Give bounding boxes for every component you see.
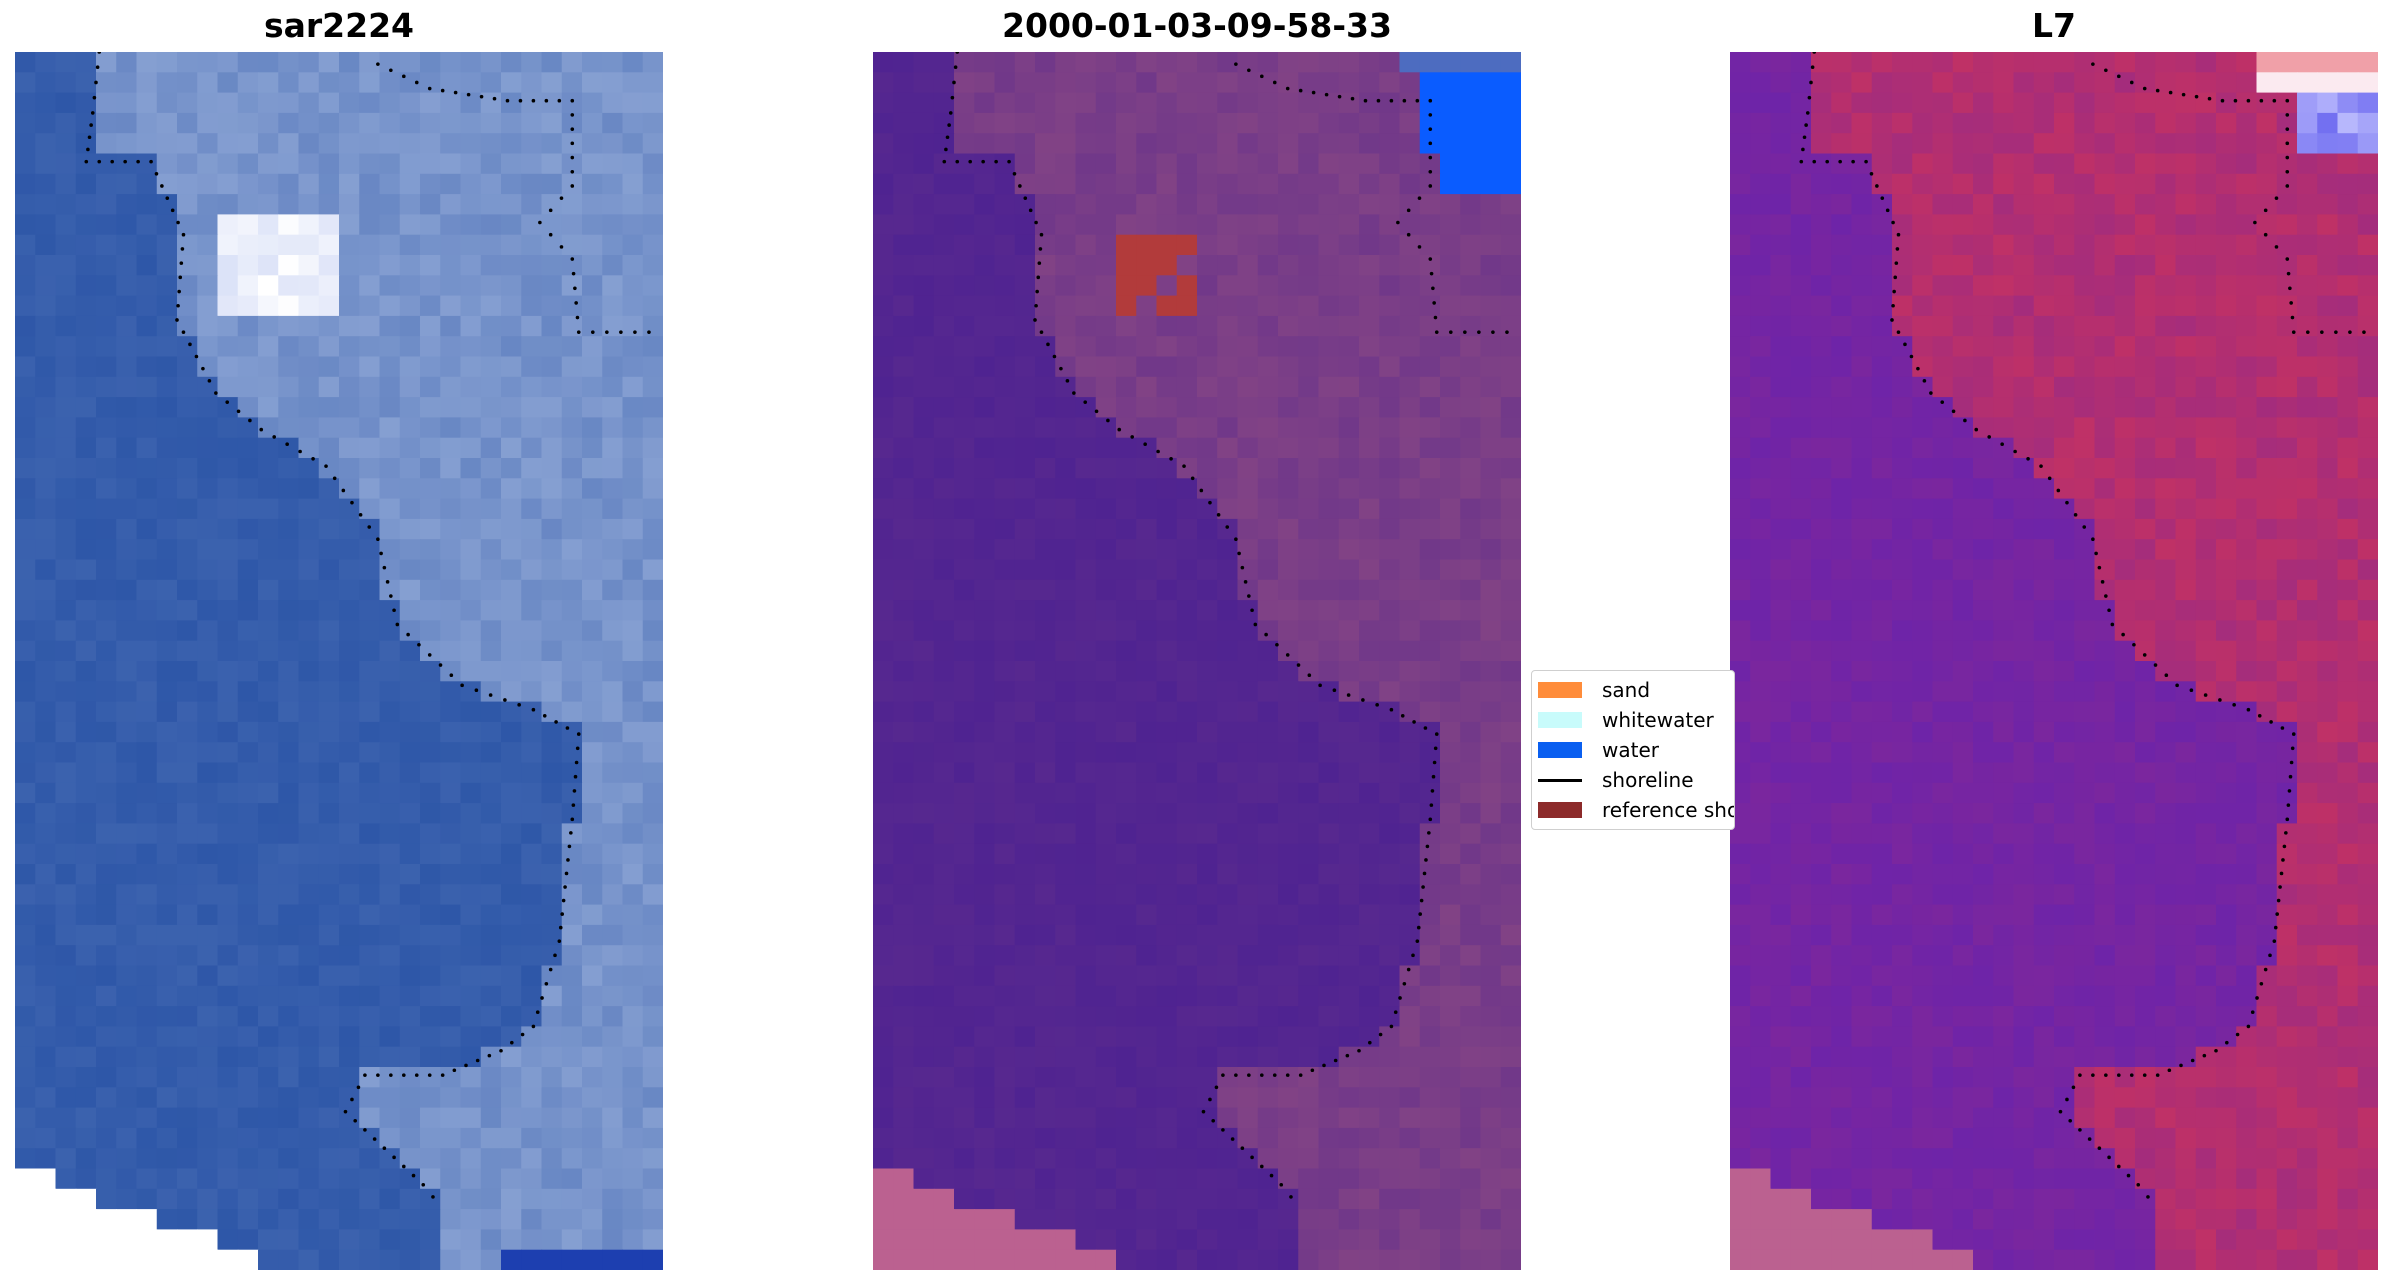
legend-label-shoreline: shoreline bbox=[1602, 768, 1694, 792]
legend-item-shoreline: shoreline bbox=[1538, 765, 1694, 795]
shoreline-line-icon bbox=[1538, 778, 1582, 782]
legend-label-sand: sand bbox=[1602, 678, 1651, 702]
legend-item-sand: sand bbox=[1538, 675, 1650, 705]
legend-label-reference-shoreline: reference shoreline bbox=[1602, 798, 1734, 822]
water-swatch bbox=[1538, 742, 1582, 758]
legend: sand whitewater water shoreline referenc… bbox=[1531, 670, 1735, 830]
whitewater-swatch bbox=[1538, 712, 1582, 728]
panel-title-classified: 2000-01-03-09-58-33 bbox=[1002, 6, 1392, 45]
legend-label-water: water bbox=[1602, 738, 1659, 762]
legend-item-reference-shoreline: reference shoreline bbox=[1538, 795, 1734, 825]
legend-item-whitewater: whitewater bbox=[1538, 705, 1714, 735]
panel-title-rgb: sar2224 bbox=[263, 6, 415, 45]
rgb-image-panel bbox=[15, 52, 663, 1270]
reference-shoreline-swatch bbox=[1538, 802, 1582, 818]
classified-image-panel bbox=[873, 52, 1521, 1270]
legend-item-water: water bbox=[1538, 735, 1659, 765]
mndwi-image-panel bbox=[1730, 52, 2378, 1270]
panel-title-mndwi: L7 bbox=[2032, 6, 2076, 45]
sand-swatch bbox=[1538, 682, 1582, 698]
legend-label-whitewater: whitewater bbox=[1602, 708, 1714, 732]
